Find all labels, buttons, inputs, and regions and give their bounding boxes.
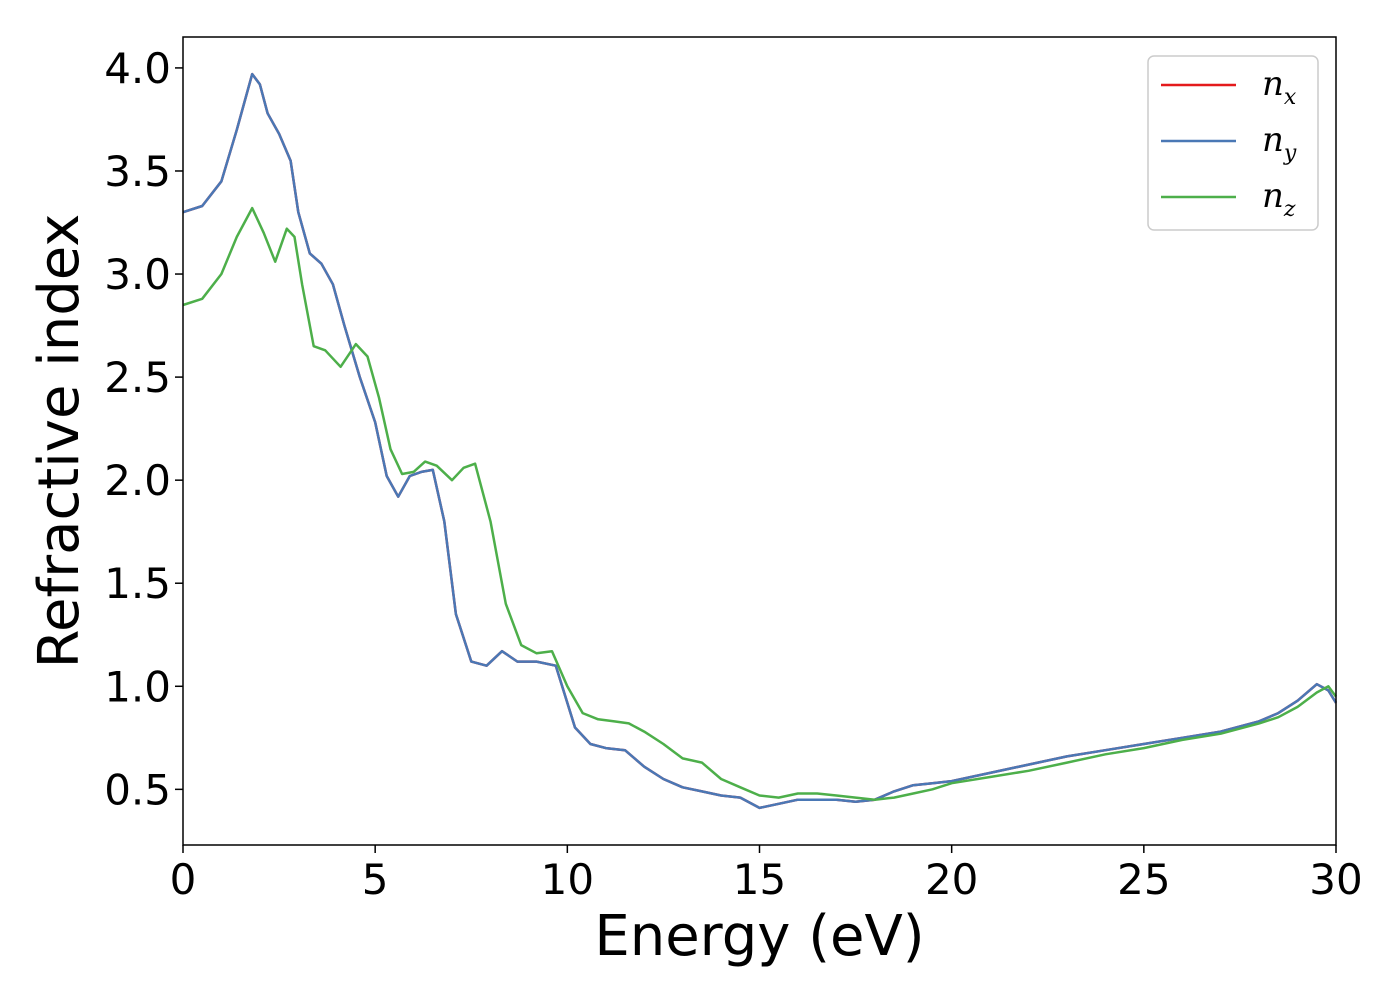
x-tick-label: 25	[1117, 855, 1170, 904]
x-axis-ticks: 0 5 10 15 20 25 30	[170, 845, 1363, 904]
legend-frame	[1147, 55, 1319, 231]
x-tick-label: 30	[1309, 855, 1362, 904]
y-axis-ticks: 0.5 1.0 1.5 2.0 2.5 3.0 3.5 4.0	[104, 44, 183, 814]
y-tick-label: 2.5	[104, 353, 171, 402]
x-axis-title: Energy (eV)	[594, 904, 924, 969]
legend-label-y: ny	[1262, 120, 1297, 166]
y-tick-label: 3.0	[104, 250, 171, 299]
y-tick-label: 1.0	[104, 662, 171, 711]
y-tick-label: 0.5	[104, 765, 171, 814]
x-tick-label: 15	[733, 855, 786, 904]
y-tick-label: 2.0	[104, 456, 171, 505]
x-tick-label: 5	[362, 855, 389, 904]
y-axis-title: Refractive index	[27, 214, 92, 669]
series-line-z	[182, 206, 1338, 801]
series-line-y	[182, 72, 1338, 810]
legend-label-x: nx	[1262, 64, 1297, 110]
y-tick-label: 3.5	[104, 147, 171, 196]
x-tick-label: 20	[925, 855, 978, 904]
y-tick-label: 4.0	[104, 44, 171, 93]
x-tick-label: 0	[170, 855, 197, 904]
y-tick-label: 1.5	[104, 559, 171, 608]
legend: nx ny nz	[1147, 55, 1319, 231]
x-tick-label: 10	[541, 855, 594, 904]
legend-label-z: nz	[1262, 176, 1296, 222]
series-layer	[182, 72, 1338, 810]
